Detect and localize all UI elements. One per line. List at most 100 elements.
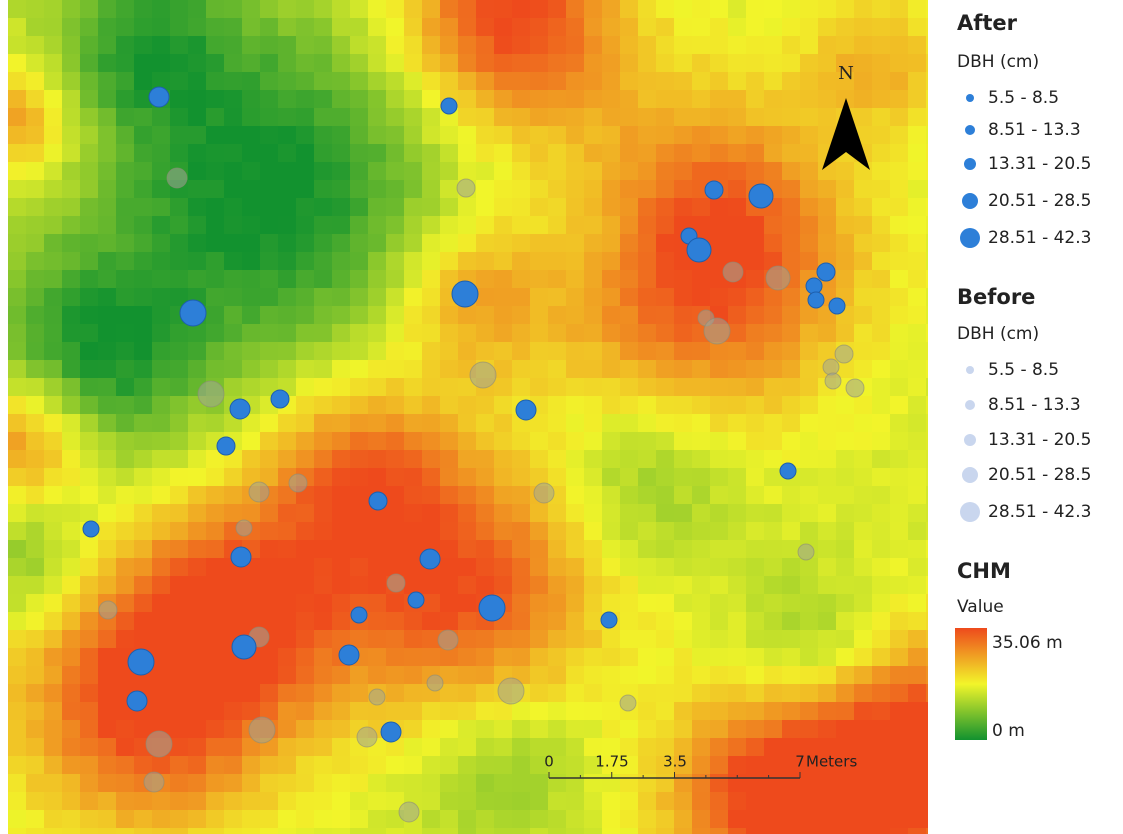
raster-cell [584,90,603,109]
raster-cell [872,540,891,559]
raster-cell [26,666,45,685]
raster-cell [476,180,495,199]
raster-cell [908,522,927,541]
raster-cell [458,396,477,415]
raster-cell [908,54,927,73]
raster-cell [188,90,207,109]
raster-cell [530,720,549,739]
raster-cell [152,396,171,415]
raster-cell [692,396,711,415]
raster-cell [530,684,549,703]
raster-cell [872,396,891,415]
raster-cell [98,450,117,469]
raster-cell [728,162,747,181]
after-tree [479,595,505,621]
raster-cell [764,396,783,415]
raster-cell [404,360,423,379]
raster-cell [80,180,99,199]
raster-cell [548,468,567,487]
raster-cell [908,288,927,307]
raster-cell [746,666,765,685]
raster-cell [656,18,675,37]
raster-cell [872,576,891,595]
raster-cell [314,540,333,559]
raster-cell [62,144,81,163]
raster-cell [620,576,639,595]
raster-cell [890,576,909,595]
raster-cell [224,774,243,793]
raster-cell [440,162,459,181]
raster-cell [854,108,873,127]
raster-cell [836,666,855,685]
raster-cell [26,90,45,109]
raster-cell [746,450,765,469]
raster-cell [692,774,711,793]
raster-cell [44,180,63,199]
raster-cell [638,594,657,613]
raster-cell [620,288,639,307]
raster-cell [134,216,153,235]
raster-cell [188,360,207,379]
raster-cell [404,612,423,631]
raster-cell [116,90,135,109]
raster-cell [296,396,315,415]
raster-cell [818,72,837,91]
raster-cell [836,486,855,505]
raster-cell [152,234,171,253]
raster-cell [890,702,909,721]
raster-cell [314,558,333,577]
raster-cell [296,0,315,19]
raster-cell [782,126,801,145]
raster-cell [62,756,81,775]
raster-cell [494,702,513,721]
raster-cell [926,54,945,73]
raster-cell [386,684,405,703]
raster-cell [728,198,747,217]
raster-cell [566,288,585,307]
raster-cell [656,252,675,271]
raster-cell [818,18,837,37]
raster-cell [314,270,333,289]
raster-cell [566,468,585,487]
raster-cell [134,198,153,217]
raster-cell [224,684,243,703]
raster-cell [332,576,351,595]
raster-cell [224,54,243,73]
raster-cell [764,18,783,37]
raster-cell [674,468,693,487]
raster-cell [692,144,711,163]
raster-cell [656,486,675,505]
raster-cell [494,36,513,55]
raster-cell [854,198,873,217]
raster-cell [350,486,369,505]
map-page: N 01.753.57Meters After DBH (cm) Before … [0,0,1123,834]
raster-cell [134,18,153,37]
raster-cell [134,144,153,163]
raster-cell [566,540,585,559]
raster-cell [908,828,927,834]
raster-cell [44,594,63,613]
raster-cell [638,540,657,559]
raster-cell [458,198,477,217]
raster-cell [440,486,459,505]
raster-cell [152,270,171,289]
raster-cell [62,702,81,721]
raster-cell [566,18,585,37]
raster-cell [224,756,243,775]
raster-cell [170,756,189,775]
raster-cell [512,18,531,37]
raster-cell [818,792,837,811]
raster-cell [854,774,873,793]
raster-cell [26,162,45,181]
raster-cell [80,414,99,433]
raster-cell [620,180,639,199]
raster-cell [908,144,927,163]
raster-cell [206,648,225,667]
raster-cell [746,486,765,505]
raster-cell [908,18,927,37]
raster-cell [800,234,819,253]
raster-cell [602,792,621,811]
raster-cell [296,666,315,685]
raster-cell [314,450,333,469]
raster-cell [62,342,81,361]
